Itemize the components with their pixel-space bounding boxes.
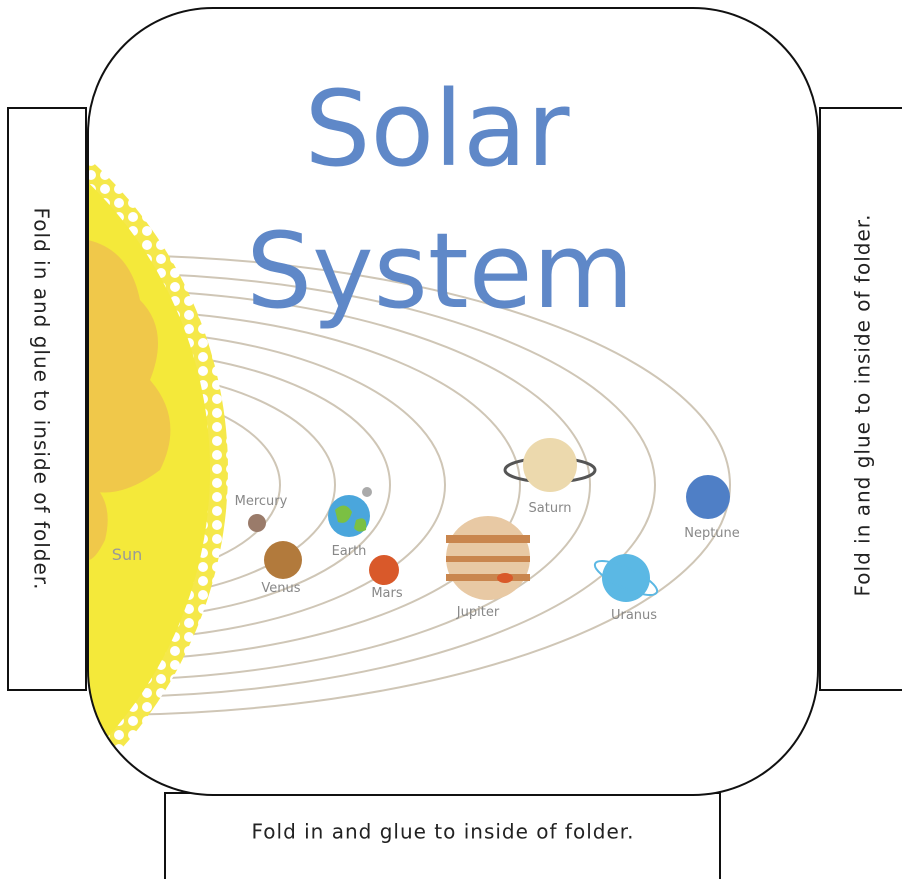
planet-label: Neptune <box>684 526 740 541</box>
planet-label: Mars <box>371 586 403 601</box>
tab-text: Fold in and glue to inside of folder. <box>30 207 54 590</box>
page: {"title": ["Solar", "System"], "tabs": {… <box>0 0 902 879</box>
saturn <box>523 438 577 492</box>
planet-label: Jupiter <box>456 605 500 620</box>
jupiter-bands <box>446 535 530 581</box>
great-red-spot <box>497 573 513 583</box>
title-line: Solar <box>304 68 569 190</box>
worksheet: Fold in and glue to inside of folder. Fo… <box>0 0 902 879</box>
planet-label: Uranus <box>611 608 657 623</box>
planet-label: Venus <box>261 581 300 596</box>
planet-label: Earth <box>332 544 367 559</box>
tab-text: Fold in and glue to inside of folder. <box>251 820 634 844</box>
planet-label: Mercury <box>235 494 288 509</box>
title-line: System <box>246 210 634 332</box>
mars <box>369 555 399 585</box>
planet-label: Saturn <box>529 501 572 516</box>
tab-text: Fold in and glue to inside of folder. <box>851 213 875 596</box>
planet-label: Sun <box>112 545 142 564</box>
neptune <box>686 475 730 519</box>
moon <box>362 487 372 497</box>
mercury <box>248 514 266 532</box>
venus <box>264 541 302 579</box>
